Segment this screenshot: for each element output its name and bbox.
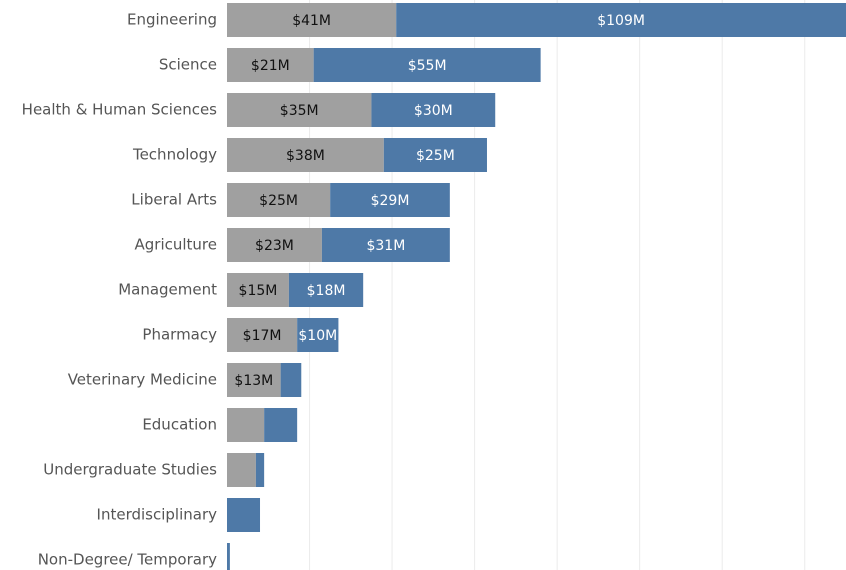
value-label: $38M: [286, 148, 325, 164]
category-label: Education: [142, 416, 217, 434]
bar-segment: [321, 228, 450, 262]
value-label: $30M: [414, 103, 453, 119]
category-label: Agriculture: [135, 236, 218, 254]
category-label: Management: [118, 281, 217, 299]
category-label: Interdisciplinary: [97, 506, 218, 524]
bar-segment: [227, 408, 265, 442]
bar-segment: [330, 183, 450, 217]
category-label: Technology: [132, 146, 217, 164]
value-label: $35M: [280, 103, 319, 119]
bar-segment: [227, 93, 372, 127]
bar-segment: [227, 228, 322, 262]
bar-segment: [371, 93, 496, 127]
bar-segment: [297, 318, 339, 352]
bar-segment: [227, 138, 384, 172]
bar-segment: [280, 363, 302, 397]
bar-segment: [227, 453, 256, 487]
value-label: $18M: [307, 283, 346, 299]
bar-segment: [396, 3, 846, 37]
bar-segment: [255, 453, 265, 487]
value-label: $13M: [234, 373, 273, 389]
bar-segment: [227, 543, 230, 570]
bar-segment: [227, 498, 261, 532]
bar-segment: [227, 183, 331, 217]
value-label: $23M: [255, 238, 294, 254]
bar-segment: [264, 408, 298, 442]
value-label: $10M: [298, 328, 337, 344]
category-label: Health & Human Sciences: [22, 101, 218, 119]
value-label: $25M: [416, 148, 455, 164]
value-label: $29M: [371, 193, 410, 209]
bar-segment: [227, 3, 397, 37]
bar-segment: [227, 273, 289, 307]
category-label: Pharmacy: [142, 326, 217, 344]
value-label: $41M: [292, 13, 331, 29]
category-label: Science: [159, 56, 217, 74]
bar-segment: [227, 48, 314, 82]
value-label: $21M: [251, 58, 290, 74]
category-label: Non-Degree/ Temporary: [38, 551, 217, 569]
bar-segment: [383, 138, 487, 172]
value-label: $109M: [597, 13, 645, 29]
value-label: $31M: [366, 238, 405, 254]
bar-segment: [313, 48, 541, 82]
bar-segment: [227, 363, 281, 397]
category-label: Engineering: [127, 11, 217, 29]
value-label: $15M: [239, 283, 278, 299]
value-label: $25M: [259, 193, 298, 209]
value-label: $17M: [243, 328, 282, 344]
category-label: Liberal Arts: [131, 191, 217, 209]
category-label: Undergraduate Studies: [43, 461, 217, 479]
bar-segment: [288, 273, 364, 307]
bar-segment: [227, 318, 298, 352]
value-label: $55M: [408, 58, 447, 74]
category-label: Veterinary Medicine: [68, 371, 217, 389]
